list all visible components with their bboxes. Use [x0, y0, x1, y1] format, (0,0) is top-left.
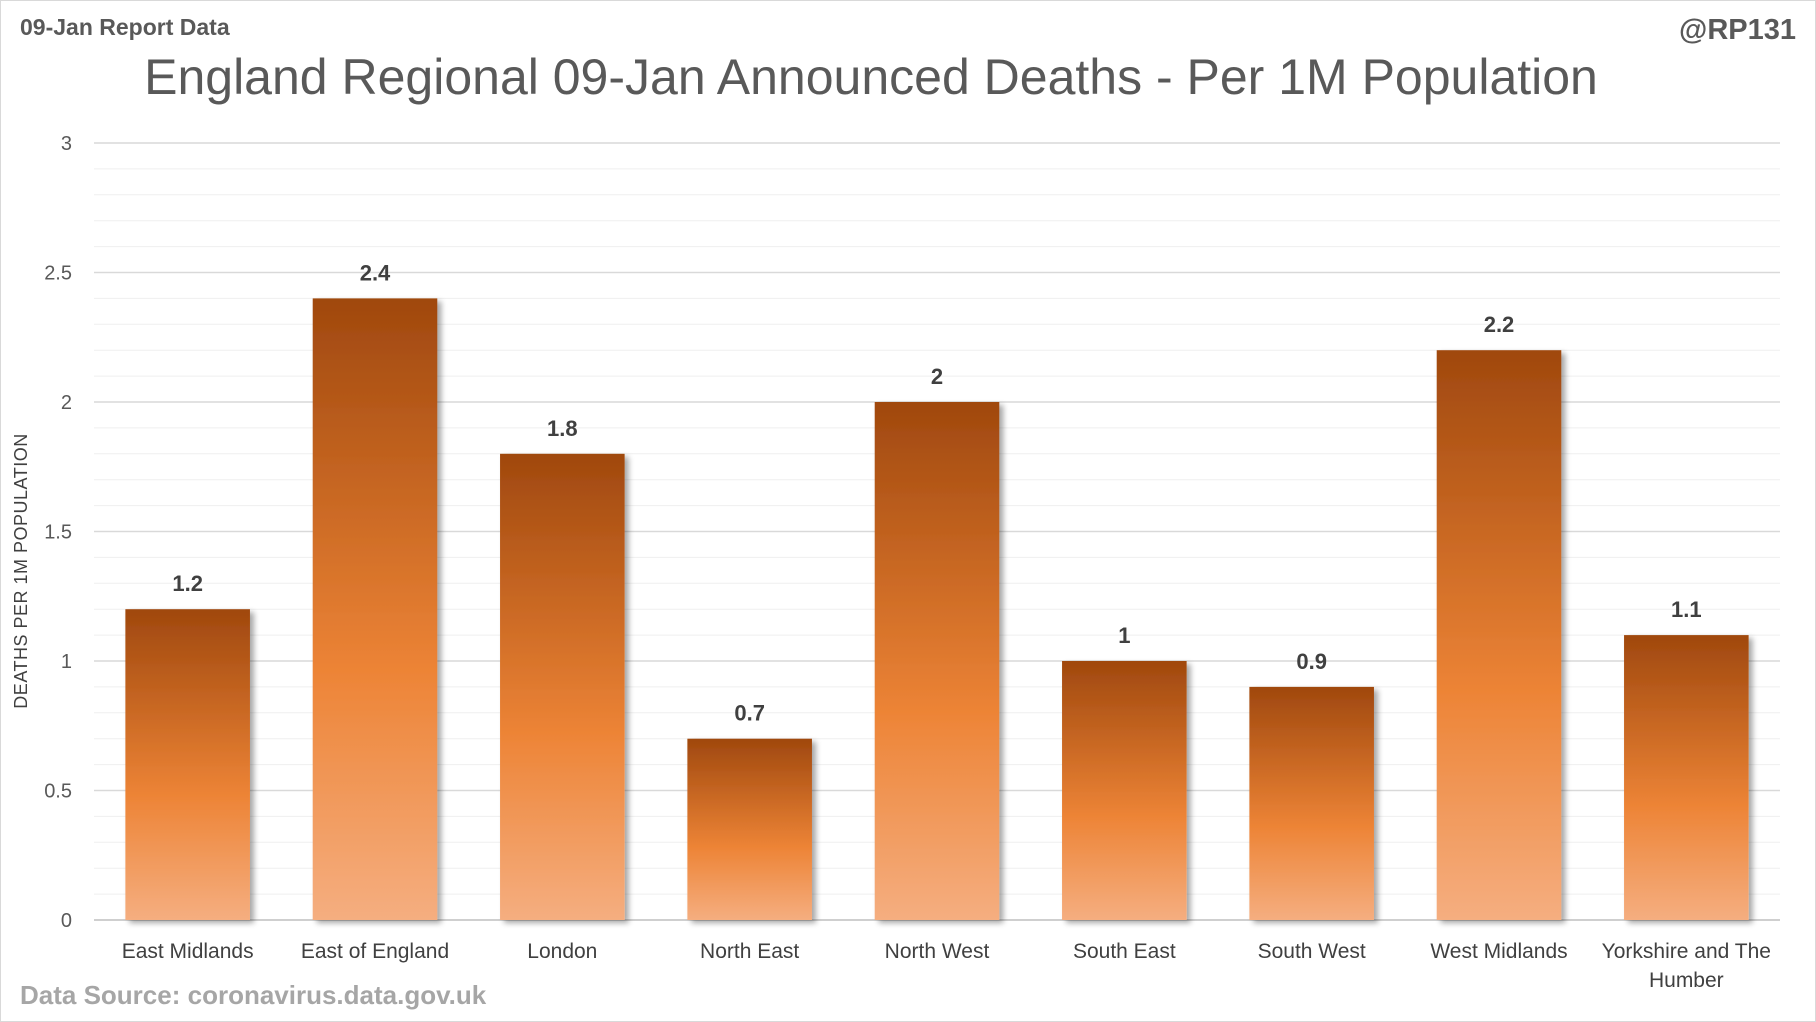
bar	[500, 453, 625, 920]
y-tick-label: 1	[61, 651, 72, 673]
data-label: 2	[931, 364, 943, 389]
data-label: 1.8	[547, 416, 578, 441]
y-tick-label: 2.5	[44, 263, 72, 285]
data-label: 1	[1118, 623, 1130, 648]
x-tick-label: Yorkshire and The	[1602, 940, 1771, 963]
bar	[687, 738, 812, 920]
x-tick-label: South East	[1073, 940, 1176, 963]
bar	[312, 298, 438, 920]
author-handle: @RP131	[1679, 14, 1796, 46]
x-tick-label: North East	[700, 940, 799, 963]
x-tick-label: East Midlands	[122, 940, 254, 963]
x-tick-label: Humber	[1649, 969, 1724, 992]
x-tick-label: East of England	[301, 940, 449, 963]
data-source-label: Data Source: coronavirus.data.gov.uk	[20, 980, 487, 1010]
x-tick-label: South West	[1258, 940, 1366, 963]
bars	[125, 298, 1749, 920]
x-tick-label: North West	[885, 940, 990, 963]
y-tick-label: 3	[61, 133, 72, 155]
y-tick-label: 0	[61, 910, 72, 932]
report-date-label: 09-Jan Report Data	[20, 14, 230, 40]
data-label: 1.1	[1671, 597, 1702, 622]
data-label: 2.2	[1484, 312, 1515, 337]
bar	[1624, 635, 1749, 920]
x-axis-category-labels: East Midlands East of England London North …	[122, 940, 1771, 992]
y-axis-title: DEATHS PER 1M POPULATION	[11, 433, 31, 708]
y-tick-label: 1.5	[44, 522, 72, 544]
bar	[125, 609, 250, 920]
data-label: 0.7	[734, 701, 765, 726]
data-label: 1.2	[172, 571, 203, 596]
y-axis-tick-labels: 0 0.5 1 1.5 2 2.5 3	[44, 133, 72, 932]
bar	[874, 402, 1000, 920]
y-tick-label: 2	[61, 392, 72, 414]
data-label: 0.9	[1296, 649, 1327, 674]
bar	[1249, 686, 1374, 920]
x-tick-label: London	[527, 940, 597, 963]
x-tick-label: West Midlands	[1430, 940, 1567, 963]
bar	[1062, 661, 1187, 920]
chart-title: England Regional 09-Jan Announced Deaths…	[144, 49, 1598, 105]
data-labels: 1.2 2.4 1.8 0.7 2 1 0.9 2.2 1.1	[172, 260, 1701, 725]
data-label: 2.4	[360, 260, 391, 285]
bar	[1436, 350, 1562, 920]
y-tick-label: 0.5	[44, 781, 72, 803]
